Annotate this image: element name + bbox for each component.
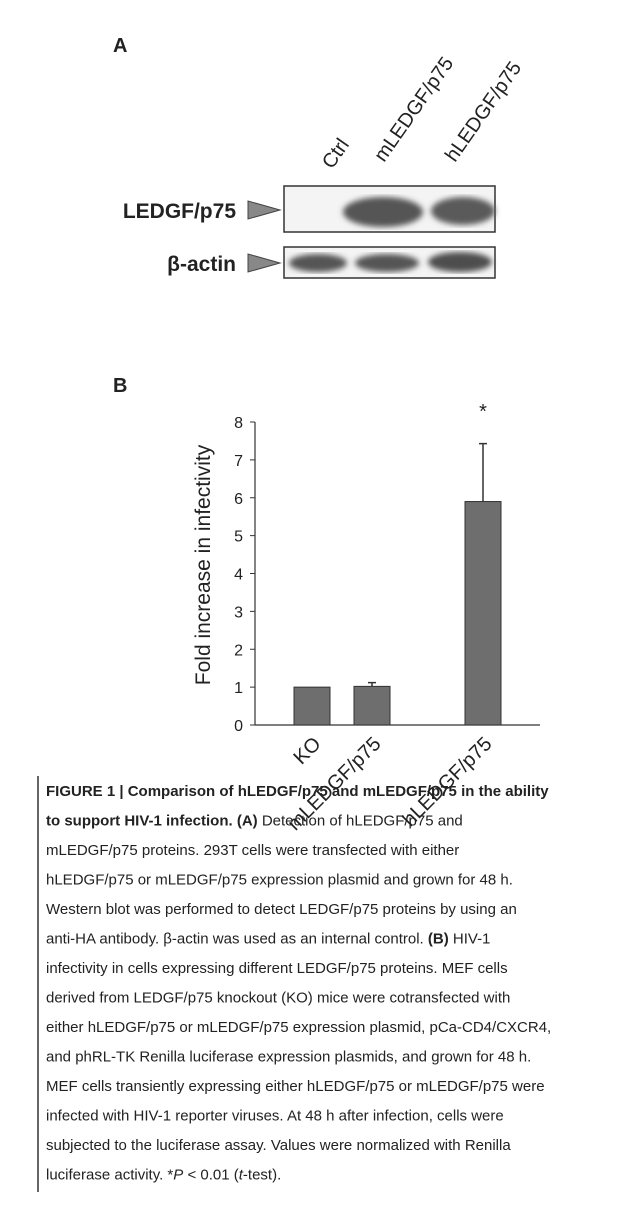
y-tick-label: 4 — [234, 567, 243, 584]
caption-line: luciferase activity. *P < 0.01 (t-test). — [46, 1167, 281, 1184]
y-tick-label: 8 — [234, 415, 243, 432]
y-tick-label: 6 — [234, 491, 243, 508]
caption-line: Western blot was performed to detect LED… — [46, 901, 517, 918]
caption-run: and phRL-TK Renilla luciferase expressio… — [46, 1049, 531, 1066]
caption-run: derived from LEDGF/p75 knockout (KO) mic… — [46, 990, 510, 1007]
caption-run: Detection of hLEDGF/p75 and — [258, 813, 463, 830]
caption-line: derived from LEDGF/p75 knockout (KO) mic… — [46, 990, 510, 1007]
caption-run: MEF cells transiently expressing either … — [46, 1078, 545, 1095]
caption-run: hLEDGF/p75 or mLEDGF/p75 expression plas… — [46, 872, 513, 889]
band — [431, 197, 495, 225]
caption-line: FIGURE 1 | Comparison of hLEDGF/p75 and … — [46, 783, 549, 800]
band — [343, 197, 423, 227]
caption-line: hLEDGF/p75 or mLEDGF/p75 expression plas… — [46, 872, 513, 889]
caption-run: mLEDGF/p75 proteins. 293T cells were tra… — [46, 842, 459, 859]
row-label: LEDGF/p75 — [123, 200, 237, 223]
bar — [465, 502, 501, 725]
y-tick-label: 5 — [234, 529, 243, 546]
lane-label: hLEDGF/p75 — [441, 58, 526, 166]
band — [355, 254, 419, 272]
caption-run: infected with HIV-1 reporter viruses. At… — [46, 1108, 504, 1125]
caption-line: to support HIV-1 infection. (A) Detectio… — [46, 813, 463, 830]
y-tick-label: 3 — [234, 604, 243, 621]
caption-run: < 0.01 ( — [183, 1167, 238, 1184]
caption-run: anti-HA antibody. β-actin was used as an… — [46, 931, 428, 948]
error-bar — [368, 683, 376, 687]
caption-line: MEF cells transiently expressing either … — [46, 1078, 545, 1095]
caption-run: subjected to the luciferase assay. Value… — [46, 1137, 511, 1154]
arrow — [248, 254, 280, 272]
y-tick-label: 7 — [234, 453, 243, 470]
caption-run: either hLEDGF/p75 or mLEDGF/p75 expressi… — [46, 1019, 551, 1036]
band — [289, 254, 347, 272]
bar — [294, 687, 330, 725]
row-label: β-actin — [167, 253, 236, 276]
caption-run: HIV-1 — [449, 931, 491, 948]
figure: A Ctrl mLEDGF/p75 hLEDGF/p75 LEDGF/p75 β… — [0, 0, 624, 1218]
caption-run: luciferase activity. * — [46, 1167, 173, 1184]
caption-run: infectivity in cells expressing differen… — [46, 960, 508, 977]
band — [428, 252, 492, 272]
caption-run: -test). — [243, 1167, 281, 1184]
annotation: * — [479, 401, 487, 423]
caption-run: FIGURE 1 | Comparison of hLEDGF/p75 and … — [46, 783, 549, 800]
caption: FIGURE 1 | Comparison of hLEDGF/p75 and … — [46, 783, 551, 1184]
caption-line: infectivity in cells expressing differen… — [46, 960, 508, 977]
x-tick-label: KO — [290, 733, 326, 769]
panel-label: A — [113, 35, 127, 57]
y-tick-label: 1 — [234, 680, 243, 697]
bar — [354, 686, 390, 725]
panel-label: B — [113, 375, 127, 397]
caption-run: Western blot was performed to detect LED… — [46, 901, 517, 918]
caption-line: mLEDGF/p75 proteins. 293T cells were tra… — [46, 842, 459, 859]
caption-line: and phRL-TK Renilla luciferase expressio… — [46, 1049, 531, 1066]
y-tick-label: 0 — [234, 718, 243, 735]
lane-label: Ctrl — [318, 135, 354, 173]
y-axis-label: Fold increase in infectivity — [192, 444, 215, 685]
caption-run: to support HIV-1 infection. (A) — [46, 813, 258, 830]
caption-line: infected with HIV-1 reporter viruses. At… — [46, 1108, 504, 1125]
caption-line: anti-HA antibody. β-actin was used as an… — [46, 931, 490, 948]
caption-line: subjected to the luciferase assay. Value… — [46, 1137, 511, 1154]
arrow — [248, 201, 280, 219]
caption-run: (B) — [428, 931, 449, 948]
caption-line: either hLEDGF/p75 or mLEDGF/p75 expressi… — [46, 1019, 551, 1036]
caption-run: P — [173, 1167, 183, 1184]
y-tick-label: 2 — [234, 642, 243, 659]
error-bar — [479, 444, 487, 502]
